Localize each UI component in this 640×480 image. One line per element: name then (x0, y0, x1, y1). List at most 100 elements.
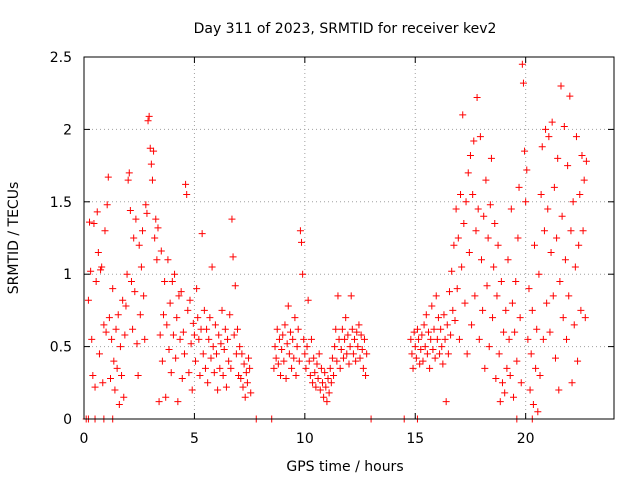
data-point (155, 398, 163, 406)
data-point (192, 357, 200, 365)
data-point (118, 372, 126, 380)
data-point (539, 335, 547, 343)
data-point (160, 311, 167, 319)
data-point (239, 383, 247, 391)
data-point (121, 331, 129, 339)
x-tick-label: 0 (80, 431, 89, 447)
data-point (411, 343, 419, 351)
data-point (360, 335, 368, 343)
data-point (450, 241, 458, 249)
data-point (169, 331, 177, 339)
data-point (247, 389, 255, 397)
data-point (198, 230, 206, 238)
data-point (438, 343, 446, 351)
data-point (90, 220, 98, 228)
data-point (540, 227, 548, 235)
data-point (306, 372, 314, 380)
data-point (342, 314, 350, 322)
data-point (356, 354, 364, 362)
data-point (363, 350, 371, 358)
data-point (452, 205, 460, 213)
data-point (472, 227, 480, 235)
data-point (328, 354, 336, 362)
data-point (120, 393, 128, 401)
data-point (230, 331, 238, 339)
data-point (220, 345, 228, 353)
data-point (578, 151, 586, 159)
data-point (485, 343, 493, 351)
data-point (565, 292, 573, 300)
data-point (323, 398, 331, 406)
data-point (440, 311, 448, 319)
data-point (428, 302, 436, 310)
data-point (179, 328, 187, 336)
data-point (174, 398, 182, 406)
data-point (280, 357, 288, 365)
data-point (111, 386, 119, 394)
data-point (279, 331, 287, 339)
data-points (82, 60, 590, 423)
data-point (458, 263, 466, 271)
data-point (182, 180, 190, 188)
data-point (304, 296, 312, 304)
data-point (124, 176, 132, 184)
data-point (301, 350, 309, 358)
data-point (326, 364, 334, 372)
data-point (236, 343, 244, 351)
data-point (116, 343, 124, 351)
data-point (500, 328, 508, 336)
data-point (194, 314, 202, 322)
data-point (242, 369, 250, 377)
data-point (483, 282, 491, 290)
data-point (437, 325, 445, 333)
data-point (468, 321, 476, 329)
data-point (175, 292, 183, 300)
data-point (131, 288, 139, 296)
data-point (129, 325, 137, 333)
data-point (285, 350, 293, 358)
data-point (447, 331, 455, 339)
data-point (558, 212, 566, 220)
data-point (290, 354, 298, 362)
data-point (510, 393, 518, 401)
data-point (139, 227, 147, 235)
data-point (246, 364, 254, 372)
data-point (178, 374, 186, 382)
data-point (274, 360, 282, 368)
data-point (270, 364, 278, 372)
data-point (237, 374, 245, 382)
data-point (425, 328, 432, 336)
data-point (433, 335, 441, 343)
data-point (92, 277, 100, 285)
data-point (410, 328, 418, 336)
data-point (517, 379, 525, 387)
y-tick-label: 0.5 (50, 340, 72, 356)
data-point (498, 379, 506, 387)
data-point (211, 321, 219, 329)
data-point (142, 201, 150, 209)
data-point (213, 350, 220, 358)
data-point (168, 277, 176, 285)
y-tick-label: 0 (63, 412, 72, 428)
data-point (407, 335, 415, 343)
data-point (199, 350, 207, 358)
data-point (408, 350, 416, 358)
data-point (295, 357, 303, 365)
data-point (355, 321, 363, 329)
data-point (166, 299, 174, 307)
data-point (208, 263, 216, 271)
data-point (555, 386, 563, 394)
data-point (238, 350, 246, 358)
data-point (278, 345, 286, 353)
data-point (88, 335, 96, 343)
data-point (574, 357, 582, 365)
data-point (358, 345, 366, 353)
data-point (474, 205, 482, 213)
data-point (126, 206, 134, 214)
data-point (496, 398, 504, 406)
data-point (312, 383, 320, 391)
data-point (577, 306, 585, 314)
data-point (122, 302, 130, 310)
data-point (347, 292, 355, 300)
data-point (441, 335, 449, 343)
